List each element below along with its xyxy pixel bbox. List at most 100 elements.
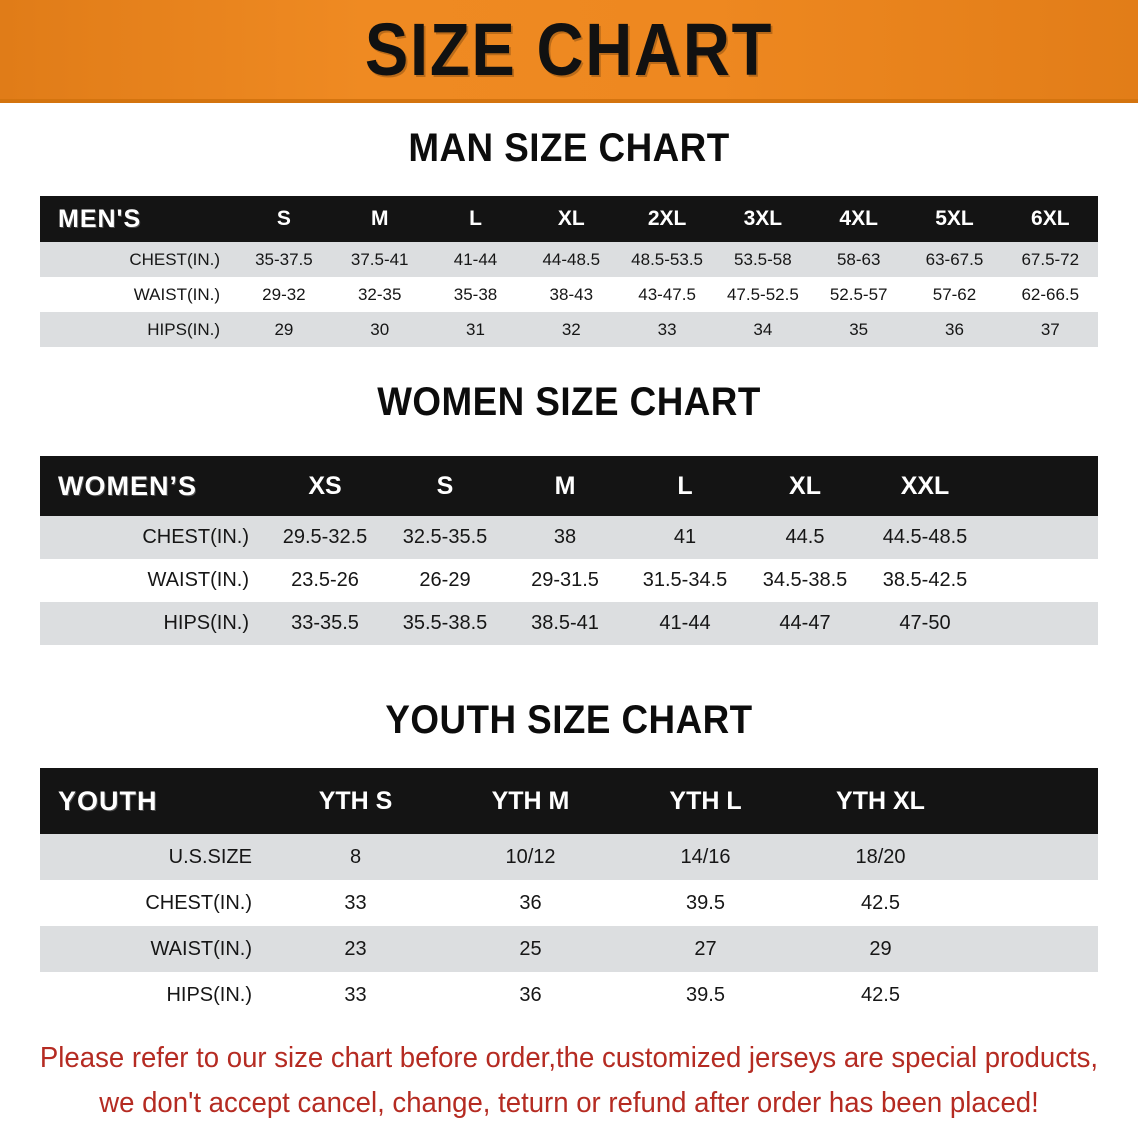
women-waist-xxl: 38.5-42.5 xyxy=(865,559,985,602)
youth-waist-spacer xyxy=(968,926,1098,972)
youth-hips-m: 36 xyxy=(443,972,618,1018)
youth-chest-xl: 42.5 xyxy=(793,880,968,926)
table-row: HIPS(IN.) 29 30 31 32 33 34 35 36 37 xyxy=(40,312,1099,347)
men-chest-4xl: 58-63 xyxy=(810,242,907,277)
men-col-s: S xyxy=(236,196,332,242)
disclaimer-text: Please refer to our size chart before or… xyxy=(28,1036,1109,1126)
disclaimer-line-2: we don't accept cancel, change, teturn o… xyxy=(99,1087,1039,1119)
men-hips-3xl: 34 xyxy=(714,312,811,347)
table-row: CHEST(IN.) 35-37.5 37.5-41 41-44 44-48.5… xyxy=(40,242,1099,277)
women-col-xl: XL xyxy=(745,456,865,516)
youth-col-yth-s: YTH S xyxy=(268,768,443,834)
women-corner-label: WOMEN’S xyxy=(40,456,265,516)
table-row: HIPS(IN.) 33 36 39.5 42.5 xyxy=(40,972,1098,1018)
youth-waist-s: 23 xyxy=(268,926,443,972)
youth-waist-l: 27 xyxy=(618,926,793,972)
men-col-l: L xyxy=(427,196,524,242)
section-title-women: WOMEN SIZE CHART xyxy=(377,380,761,424)
men-chest-5xl: 63-67.5 xyxy=(906,242,1003,277)
youth-col-spacer xyxy=(968,768,1098,834)
youth-col-yth-l: YTH L xyxy=(618,768,793,834)
women-hips-xxl: 47-50 xyxy=(865,602,985,645)
women-chest-xs: 29.5-32.5 xyxy=(265,516,385,559)
men-hips-2xl: 33 xyxy=(619,312,715,347)
men-col-xl: XL xyxy=(523,196,620,242)
men-hips-l: 31 xyxy=(427,312,524,347)
women-col-s: S xyxy=(385,456,505,516)
youth-corner-label: YOUTH xyxy=(40,768,268,834)
men-row-label-chest: CHEST(IN.) xyxy=(40,242,236,277)
women-hips-spacer xyxy=(985,602,1098,645)
youth-waist-xl: 29 xyxy=(793,926,968,972)
men-hips-s: 29 xyxy=(236,312,332,347)
men-chest-m: 37.5-41 xyxy=(331,242,428,277)
disclaimer-line-1: Please refer to our size chart before or… xyxy=(39,1042,1099,1074)
youth-chest-m: 36 xyxy=(443,880,618,926)
youth-chest-s: 33 xyxy=(268,880,443,926)
table-header-row: YOUTH YTH S YTH M YTH L YTH XL xyxy=(40,768,1098,834)
men-row-label-waist: WAIST(IN.) xyxy=(40,277,236,312)
women-chest-l: 41 xyxy=(625,516,745,559)
men-col-m: M xyxy=(331,196,428,242)
table-row: WAIST(IN.) 23 25 27 29 xyxy=(40,926,1098,972)
youth-ussize-l: 14/16 xyxy=(618,834,793,880)
women-row-label-waist: WAIST(IN.) xyxy=(40,559,265,602)
men-row-label-hips: HIPS(IN.) xyxy=(40,312,236,347)
men-chest-6xl: 67.5-72 xyxy=(1002,242,1099,277)
women-col-xs: XS xyxy=(265,456,385,516)
men-chest-xl: 44-48.5 xyxy=(523,242,620,277)
youth-row-label-waist: WAIST(IN.) xyxy=(40,926,268,972)
table-header-row: WOMEN’S XS S M L XL XXL xyxy=(40,456,1098,516)
women-row-label-hips: HIPS(IN.) xyxy=(40,602,265,645)
page-banner: SIZE CHART xyxy=(0,0,1138,103)
youth-hips-xl: 42.5 xyxy=(793,972,968,1018)
youth-hips-spacer xyxy=(968,972,1098,1018)
youth-ussize-xl: 18/20 xyxy=(793,834,968,880)
women-chest-xl: 44.5 xyxy=(745,516,865,559)
women-waist-xl: 34.5-38.5 xyxy=(745,559,865,602)
table-row: U.S.SIZE 8 10/12 14/16 18/20 xyxy=(40,834,1098,880)
men-waist-2xl: 43-47.5 xyxy=(619,277,715,312)
youth-ussize-m: 10/12 xyxy=(443,834,618,880)
men-hips-xl: 32 xyxy=(523,312,620,347)
youth-col-yth-m: YTH M xyxy=(443,768,618,834)
men-waist-3xl: 47.5-52.5 xyxy=(714,277,811,312)
women-col-spacer xyxy=(985,456,1098,516)
table-row: WAIST(IN.) 23.5-26 26-29 29-31.5 31.5-34… xyxy=(40,559,1098,602)
youth-row-label-hips: HIPS(IN.) xyxy=(40,972,268,1018)
section-title-man: MAN SIZE CHART xyxy=(408,126,730,170)
men-waist-xl: 38-43 xyxy=(523,277,620,312)
women-hips-l: 41-44 xyxy=(625,602,745,645)
men-waist-4xl: 52.5-57 xyxy=(810,277,907,312)
table-row: CHEST(IN.) 33 36 39.5 42.5 xyxy=(40,880,1098,926)
women-col-m: M xyxy=(505,456,625,516)
youth-row-label-chest: CHEST(IN.) xyxy=(40,880,268,926)
women-waist-spacer xyxy=(985,559,1098,602)
women-waist-l: 31.5-34.5 xyxy=(625,559,745,602)
men-chest-l: 41-44 xyxy=(427,242,524,277)
section-title-youth: YOUTH SIZE CHART xyxy=(385,698,753,742)
men-waist-5xl: 57-62 xyxy=(906,277,1003,312)
men-col-2xl: 2XL xyxy=(619,196,715,242)
men-hips-m: 30 xyxy=(331,312,428,347)
youth-hips-s: 33 xyxy=(268,972,443,1018)
women-size-table: WOMEN’S XS S M L XL XXL CHEST(IN.) 29.5-… xyxy=(40,456,1098,645)
women-hips-xl: 44-47 xyxy=(745,602,865,645)
men-hips-5xl: 36 xyxy=(906,312,1003,347)
women-row-label-chest: CHEST(IN.) xyxy=(40,516,265,559)
men-chest-s: 35-37.5 xyxy=(236,242,332,277)
women-hips-xs: 33-35.5 xyxy=(265,602,385,645)
women-chest-xxl: 44.5-48.5 xyxy=(865,516,985,559)
men-waist-6xl: 62-66.5 xyxy=(1002,277,1099,312)
youth-waist-m: 25 xyxy=(443,926,618,972)
men-waist-s: 29-32 xyxy=(236,277,332,312)
men-col-4xl: 4XL xyxy=(810,196,907,242)
youth-chest-l: 39.5 xyxy=(618,880,793,926)
table-row: HIPS(IN.) 33-35.5 35.5-38.5 38.5-41 41-4… xyxy=(40,602,1098,645)
youth-chest-spacer xyxy=(968,880,1098,926)
men-col-6xl: 6XL xyxy=(1002,196,1099,242)
men-hips-4xl: 35 xyxy=(810,312,907,347)
table-row: CHEST(IN.) 29.5-32.5 32.5-35.5 38 41 44.… xyxy=(40,516,1098,559)
men-waist-l: 35-38 xyxy=(427,277,524,312)
